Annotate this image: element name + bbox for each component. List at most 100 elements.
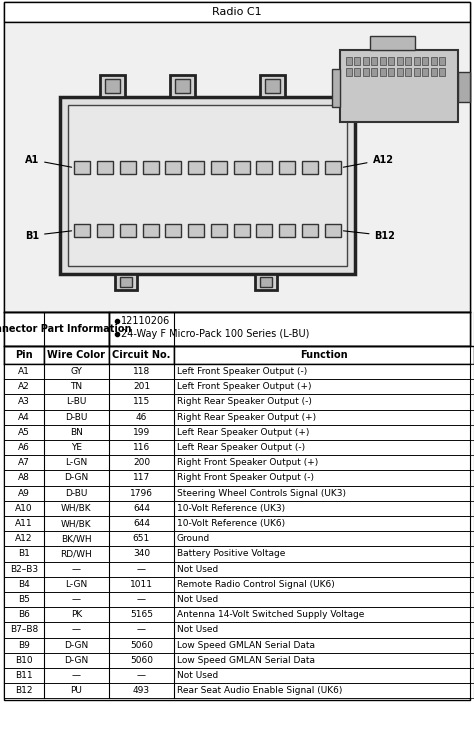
Bar [372,57,377,65]
Bar [363,57,369,65]
Text: A8: A8 [18,474,30,483]
Bar [211,161,227,174]
Text: B10: B10 [15,656,33,665]
Bar [109,394,174,410]
Text: Left Rear Speaker Output (+): Left Rear Speaker Output (+) [177,428,310,437]
Text: A12: A12 [343,155,393,167]
Bar [115,274,137,290]
Text: 12110206: 12110206 [121,316,170,326]
Bar [405,57,411,65]
Text: 1011: 1011 [130,580,153,589]
Bar [4,410,44,425]
Bar [174,683,474,698]
Bar [458,72,470,102]
Bar [174,379,474,394]
Text: B5: B5 [18,595,30,604]
Bar [44,546,109,562]
Bar [174,440,474,455]
Bar [44,531,109,546]
Bar [44,683,109,698]
Bar [4,531,44,546]
Bar [414,68,420,76]
Bar [370,36,415,50]
Text: WH/BK: WH/BK [61,504,92,513]
Text: —: — [137,626,146,635]
Bar [234,224,250,237]
Bar [143,161,159,174]
Bar [279,224,295,237]
Bar [4,638,44,653]
Bar [414,57,420,65]
Text: B12: B12 [15,686,33,695]
Text: Ground: Ground [177,534,210,543]
Text: BK/WH: BK/WH [61,534,92,543]
Bar [422,57,428,65]
Bar [175,79,190,93]
Text: B6: B6 [18,610,30,619]
Bar [174,531,474,546]
Text: 493: 493 [133,686,150,695]
Bar [44,364,109,379]
Text: D-GN: D-GN [64,656,89,665]
Text: Low Speed GMLAN Serial Data: Low Speed GMLAN Serial Data [177,656,315,665]
Bar [68,105,347,266]
Bar [397,57,403,65]
Text: A11: A11 [15,519,33,528]
Bar [380,57,386,65]
Bar [109,312,470,346]
Bar [174,346,474,364]
Bar [439,68,446,76]
Text: BN: BN [70,428,83,437]
Bar [174,546,474,562]
Bar [109,607,174,622]
Bar [234,161,250,174]
Text: Wire Color: Wire Color [47,350,106,360]
Bar [44,486,109,501]
Bar [174,653,474,668]
Bar [174,622,474,638]
Text: B2–B3: B2–B3 [10,565,38,574]
Bar [109,470,174,486]
Bar [397,68,403,76]
Text: Not Used: Not Used [177,565,218,574]
Bar [44,562,109,577]
Text: 5060: 5060 [130,641,153,650]
Bar [174,592,474,607]
Bar [4,577,44,592]
Text: 644: 644 [133,519,150,528]
Bar [4,592,44,607]
Text: TN: TN [71,382,82,391]
Bar [44,470,109,486]
Bar [170,75,195,97]
Bar [109,683,174,698]
Text: A6: A6 [18,443,30,452]
Bar [372,68,377,76]
Bar [260,75,285,97]
Text: 1796: 1796 [130,489,153,498]
Bar [44,577,109,592]
Bar [302,224,318,237]
Bar [109,440,174,455]
Bar [422,68,428,76]
Bar [109,668,174,683]
Bar [346,57,352,65]
Bar [4,440,44,455]
Bar [4,516,44,531]
Text: 10-Volt Reference (UK3): 10-Volt Reference (UK3) [177,504,285,513]
Text: 199: 199 [133,428,150,437]
Text: B1: B1 [25,230,72,241]
Bar [4,562,44,577]
Bar [4,470,44,486]
Bar [4,653,44,668]
Bar [44,394,109,410]
Text: 115: 115 [133,398,150,407]
Bar [109,577,174,592]
Bar [44,607,109,622]
Bar [100,75,125,97]
Bar [174,455,474,470]
Text: 117: 117 [133,474,150,483]
Text: A4: A4 [18,413,30,422]
Bar [265,79,280,93]
Text: 651: 651 [133,534,150,543]
Bar [4,394,44,410]
